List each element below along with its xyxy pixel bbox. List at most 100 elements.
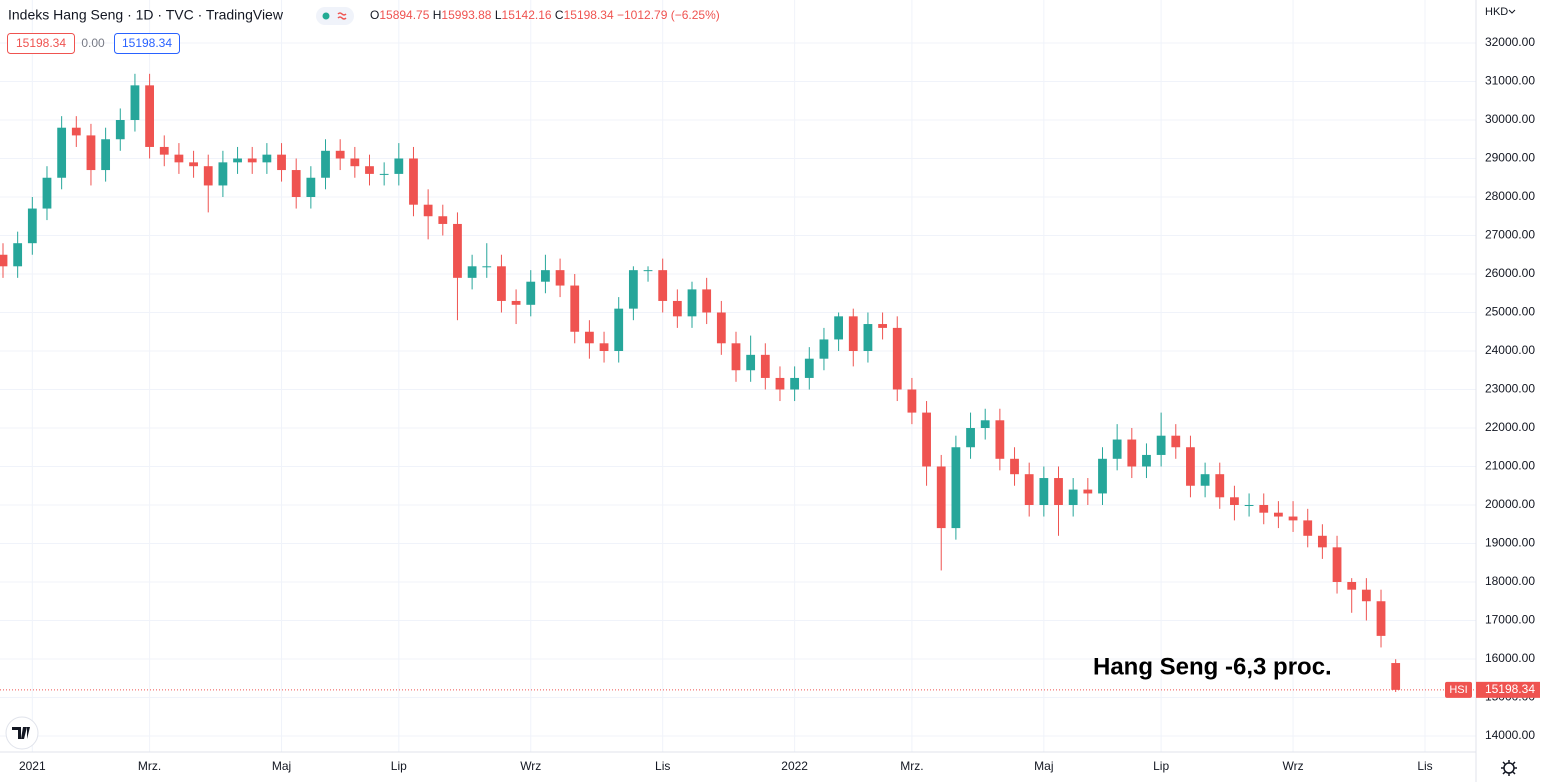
candle-body [101,139,111,171]
candle-body [1039,478,1049,505]
candle-body [775,377,785,390]
candle-body [907,389,917,413]
bid-badge[interactable] [7,33,75,54]
candle-body [159,146,169,155]
chart-title: Indeks Hang Seng · 1D · TVC · TradingVie… [8,7,284,23]
candle-body [130,85,140,121]
candle-body [453,223,462,278]
candle-body [497,266,506,301]
candle-body [1215,474,1225,498]
candle-body [57,127,67,178]
y-tick-label: 24000.00 [1485,343,1535,357]
candle-body [760,354,770,378]
y-tick-label: 18000.00 [1485,574,1535,588]
x-tick-label: 2021 [19,759,46,773]
x-tick-label: Maj [1034,759,1053,773]
grid [0,0,1476,752]
y-tick-label: 30000.00 [1485,112,1535,126]
candle-body [643,270,653,272]
y-tick-label: 21000.00 [1485,459,1535,473]
last-price-label: 15198.34 [1485,682,1535,696]
candle-body [1054,478,1063,505]
ask-badge[interactable] [114,33,180,54]
candle-body [174,154,184,163]
candle-body [541,270,550,282]
last-price-badge [1476,681,1540,698]
x-tick-label: 2022 [781,759,808,773]
labels: 14000.0015000.0016000.0017000.0018000.00… [19,35,1540,773]
candle-body [687,289,697,317]
candle-body [482,266,492,268]
candle-body [350,158,360,167]
candle-body [218,162,228,186]
candle-body [277,154,286,171]
ohlc-value: 15993.88 [441,8,491,22]
candle-body [1186,447,1195,486]
candle-body [1024,474,1034,505]
candle-body [922,412,931,467]
x-tick-label: Mrz. [900,759,923,773]
candle-body [951,447,961,529]
candle-body [365,166,374,174]
candle-body [1274,512,1283,517]
y-tick-label: 28000.00 [1485,189,1535,203]
y-tick-label: 17000.00 [1485,613,1535,627]
candle-body [0,254,8,267]
candle-body [13,243,23,267]
candle-body [1361,589,1371,602]
candle-body [262,154,272,163]
candle-body [1083,489,1093,494]
candle-body [233,158,242,163]
tv-logo[interactable] [5,716,39,750]
candle-body [1317,535,1327,548]
candle-body [42,177,52,209]
candle-body [966,427,975,448]
annotation: Hang Seng -6,3 proc. [1093,653,1332,680]
currency[interactable]: HKD [1485,6,1508,18]
candle-body [1200,474,1210,486]
candle-body [71,127,81,136]
candle-body [511,300,521,305]
candle-body [1171,435,1181,448]
y-tick-label: 26000.00 [1485,266,1535,280]
candle-body [878,324,887,328]
candle-body [1112,439,1122,459]
symbol-badge [1445,681,1472,698]
candle-body [423,204,433,217]
bid-price: 15198.34 [16,36,66,50]
candle-body [438,216,448,224]
x-tick-label: Mrz. [138,759,161,773]
candle-body [335,150,345,159]
candle-body [1068,489,1078,505]
y-tick-label: 25000.00 [1485,305,1535,319]
candle-body [526,281,536,305]
y-tick-label: 23000.00 [1485,382,1535,396]
candle-body [1244,504,1254,506]
candle-body [1010,458,1019,475]
ohlc-value: 15198.34 [564,8,614,22]
y-tick-label: 19000.00 [1485,536,1535,550]
candle-body [819,339,829,359]
candle-body [746,354,756,371]
x-tick-label: Lip [391,759,407,773]
y-tick-label: 32000.00 [1485,35,1535,49]
candle-body [27,208,37,244]
candle-body [291,170,301,197]
y-tick-label: 31000.00 [1485,74,1535,88]
candle-body [804,358,814,378]
candle-body [189,162,198,167]
candle-body [848,316,858,351]
candle-body [467,266,477,278]
candle-body [702,289,712,313]
candle-body [1376,601,1386,636]
settings-icon[interactable] [1501,760,1517,776]
symbol-label: HSI [1449,684,1467,696]
currency-chevron [1508,9,1516,14]
candle-body [570,285,580,332]
candle-body [790,377,800,390]
candle-body [379,173,389,175]
candle-body [628,270,638,309]
ohlc-key: C [555,8,564,22]
candle-body [1391,663,1401,690]
